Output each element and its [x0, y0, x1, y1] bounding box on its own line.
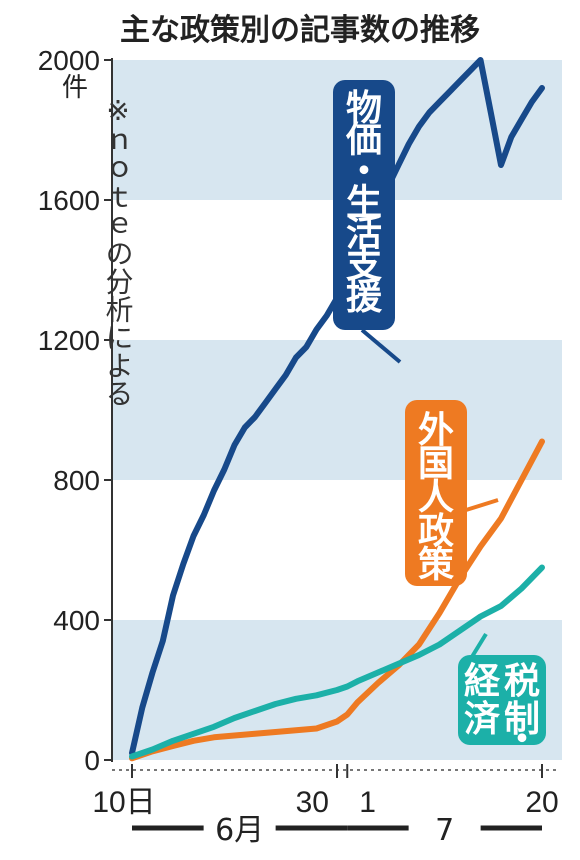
series-label-char: ・	[346, 151, 382, 192]
y-ticks: 0 400 800 1200 1600 2000	[38, 45, 112, 776]
x-tick-label: 30	[296, 786, 329, 819]
grid-band	[112, 340, 562, 480]
month-label: 6月	[215, 813, 264, 848]
series-label-char: 援	[346, 277, 383, 318]
series-label-char: 経	[464, 661, 501, 702]
x-ticks: 10日 30 1 20	[92, 764, 559, 819]
series-label-char: ・	[504, 719, 540, 760]
grid-bands	[112, 60, 562, 760]
y-tick-label: 0	[84, 745, 100, 776]
y-tick-label: 1600	[38, 185, 100, 216]
series-label-char: 国	[418, 444, 454, 485]
series-label-char: 済	[464, 699, 500, 740]
series-line	[129, 564, 545, 760]
month-bar: 6月 7	[132, 813, 542, 848]
y-tick-label: 800	[53, 465, 100, 496]
series-label-char: 支	[346, 245, 382, 286]
series-label-char: 生	[346, 182, 382, 223]
series-line	[129, 438, 545, 762]
series-label-char: 価	[345, 119, 382, 160]
y-tick-label: 1200	[38, 325, 100, 356]
note-vertical: ※ｎｏｔｅの分析による	[102, 94, 135, 407]
chart-title: 主な政策別の記事数の推移	[120, 13, 480, 48]
series-label-char: 政	[418, 511, 454, 552]
label-box	[458, 655, 546, 745]
x-tick-label: 20	[525, 786, 558, 819]
label-leader	[360, 328, 402, 364]
label-leader	[465, 498, 499, 512]
series-label-char: 活	[346, 214, 382, 255]
x-tick-label: 1	[359, 786, 376, 819]
y-unit-label: 件	[62, 73, 88, 103]
label-box	[405, 400, 467, 586]
month-label: 7	[435, 813, 454, 848]
series-label-char: 税	[504, 661, 540, 702]
y-tick-label: 400	[53, 605, 100, 636]
x-tick-label: 10日	[92, 786, 155, 819]
series-label-char: 人	[418, 477, 454, 518]
y-tick-label: 2000	[38, 45, 100, 76]
series-label-char: 物	[346, 88, 382, 129]
series-label-char: 策	[418, 544, 454, 585]
series-label-char: 制	[504, 699, 540, 740]
label-box	[333, 80, 395, 330]
series-label: 経税済 制・	[458, 632, 546, 760]
series-label-char: 外	[418, 410, 454, 451]
